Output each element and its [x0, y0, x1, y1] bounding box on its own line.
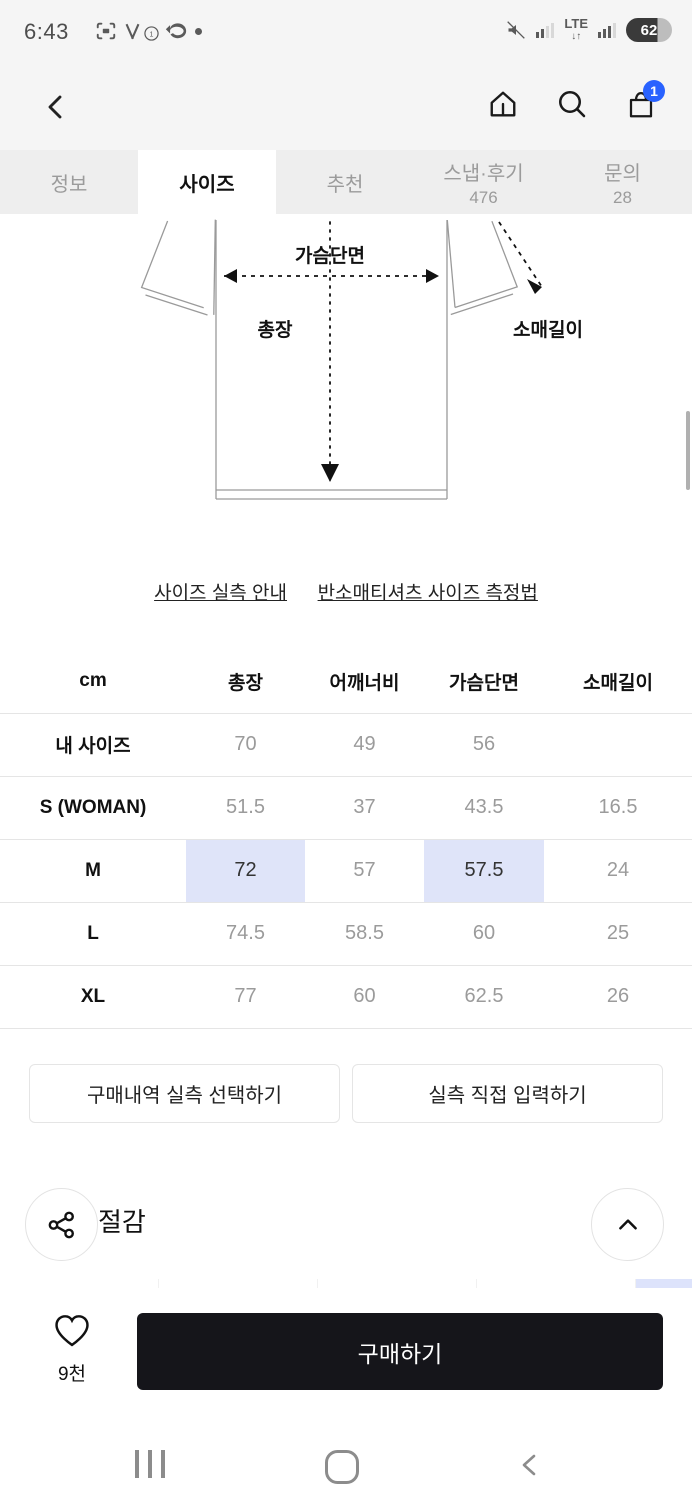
- svg-text:총장: 총장: [258, 319, 293, 341]
- svg-text:가슴단면: 가슴단면: [295, 245, 365, 267]
- svg-text:1: 1: [150, 31, 154, 38]
- svg-text:소매길이: 소매길이: [513, 319, 583, 341]
